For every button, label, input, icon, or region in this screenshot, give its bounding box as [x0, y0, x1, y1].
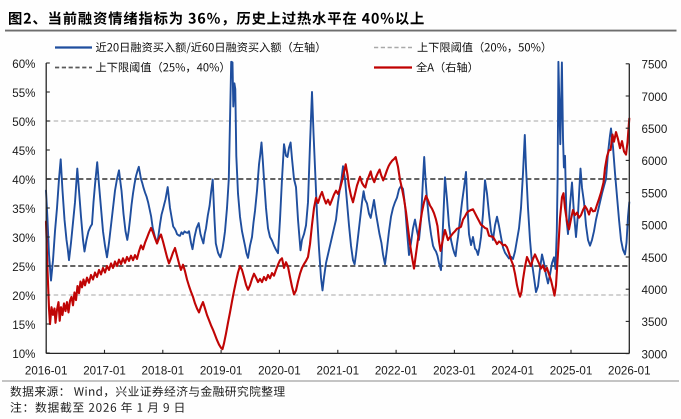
svg-text:6500: 6500 [642, 123, 668, 136]
svg-text:3000: 3000 [642, 348, 668, 361]
svg-text:15%: 15% [12, 319, 35, 332]
svg-text:60%: 60% [12, 58, 35, 71]
svg-text:2017-01: 2017-01 [83, 365, 126, 378]
svg-text:6000: 6000 [642, 155, 668, 168]
svg-text:2019-01: 2019-01 [200, 365, 243, 378]
svg-text:5000: 5000 [642, 220, 668, 233]
svg-text:55%: 55% [12, 87, 35, 100]
svg-text:4500: 4500 [642, 252, 668, 265]
svg-text:2020-01: 2020-01 [258, 365, 301, 378]
svg-text:35%: 35% [12, 203, 35, 216]
svg-text:2026-01: 2026-01 [608, 365, 651, 378]
svg-text:40%: 40% [12, 174, 35, 187]
svg-text:2025-01: 2025-01 [550, 365, 593, 378]
svg-text:4000: 4000 [642, 284, 668, 297]
svg-text:20%: 20% [12, 290, 35, 303]
svg-text:2023-01: 2023-01 [433, 365, 476, 378]
svg-text:2016-01: 2016-01 [25, 365, 68, 378]
svg-text:5500: 5500 [642, 187, 668, 200]
svg-text:10%: 10% [12, 348, 35, 361]
svg-text:50%: 50% [12, 116, 35, 129]
svg-text:2022-01: 2022-01 [375, 365, 418, 378]
svg-text:2021-01: 2021-01 [317, 365, 360, 378]
svg-text:2024-01: 2024-01 [491, 365, 534, 378]
svg-text:7500: 7500 [642, 59, 668, 72]
svg-text:45%: 45% [12, 145, 35, 158]
svg-text:3500: 3500 [642, 316, 668, 329]
svg-text:25%: 25% [12, 261, 35, 274]
svg-text:2018-01: 2018-01 [142, 365, 185, 378]
svg-text:30%: 30% [12, 232, 35, 245]
svg-text:7000: 7000 [642, 91, 668, 104]
